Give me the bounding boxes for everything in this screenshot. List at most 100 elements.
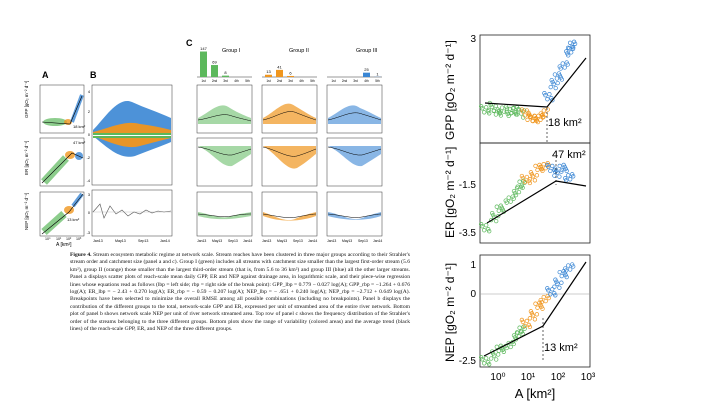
point-gpp-s1-2-3 bbox=[528, 114, 534, 120]
hist-bar-g2-0 bbox=[265, 74, 272, 77]
c1-time-tick-0: Jan13 bbox=[197, 239, 206, 243]
point-nep-s0-0-2 bbox=[484, 356, 489, 361]
big-nep-ytick-0: 1 bbox=[470, 260, 476, 271]
c1-time-tick-2: Sep13 bbox=[228, 239, 238, 243]
point-nep-s1-1-4 bbox=[530, 313, 536, 318]
point-er-s0-3-5 bbox=[511, 196, 516, 201]
point-gpp-s2-0-3 bbox=[545, 97, 550, 102]
point-er-s2-1-1 bbox=[552, 173, 557, 178]
point-nep-s1-0-1 bbox=[526, 322, 532, 328]
point-er-s2-1-2 bbox=[559, 169, 564, 174]
point-er-s0-2-3 bbox=[494, 204, 499, 209]
point-er-s2-2-1 bbox=[561, 162, 566, 168]
point-er-s0-3-2 bbox=[508, 199, 513, 204]
hist-bar-g3-3 bbox=[363, 72, 370, 77]
c-group-title-3: Group III bbox=[356, 48, 378, 54]
hist-cat-g3-4: 5th bbox=[375, 79, 380, 83]
point-nep-s0-2-0 bbox=[500, 347, 505, 352]
point-nep-s0-0-4 bbox=[480, 357, 485, 362]
big-nep-ylabel: NEP [gO₂ m⁻² d⁻¹] bbox=[443, 263, 457, 362]
point-nep-s1-3-2 bbox=[543, 298, 548, 304]
hist-count-g3-3: 25 bbox=[364, 67, 369, 72]
point-er-s2-1-3 bbox=[557, 174, 562, 179]
hist-cat-g1-1: 2nd bbox=[212, 79, 218, 83]
point-er-s0-5-0 bbox=[521, 178, 526, 183]
panel-a-label: A bbox=[42, 70, 49, 80]
point-nep-s2-0-3 bbox=[548, 292, 553, 297]
b-ytick2-1: 0 bbox=[88, 211, 90, 215]
b-ytick-3: -2 bbox=[87, 156, 90, 160]
big-xtick-0: 10⁰ bbox=[490, 372, 505, 383]
point-nep-s0-3-2 bbox=[508, 344, 513, 350]
point-nep-s0-2-3 bbox=[494, 344, 499, 349]
figure-caption: Figure 4. Stream ecosystem metabolic reg… bbox=[70, 252, 410, 333]
point-gpp-s0-3-0 bbox=[496, 108, 502, 113]
point-gpp-s2-2-4 bbox=[559, 77, 565, 82]
point-nep-s0-3-5 bbox=[511, 341, 516, 347]
point-gpp-s2-3-0 bbox=[557, 64, 562, 69]
point-gpp-s2-0-4 bbox=[543, 93, 548, 98]
point-er-s1-0-0 bbox=[519, 173, 525, 179]
point-er-s1-3-3 bbox=[541, 162, 546, 167]
point-er-s0-2-1 bbox=[498, 203, 503, 208]
point-nep-s2-0-5 bbox=[553, 293, 558, 298]
hist-cat-g3-1: 2nd bbox=[342, 79, 348, 83]
c3-time-tick-0: Jan13 bbox=[327, 239, 336, 243]
point-nep-s2-2-4 bbox=[564, 274, 569, 280]
c3-time-tick-3: Jan14 bbox=[373, 239, 382, 243]
point-nep-s2-3-4 bbox=[564, 268, 569, 273]
point-er-s2-0-4 bbox=[546, 164, 551, 170]
point-er-s0-5-3 bbox=[515, 184, 520, 189]
hist-count-g2-0: 13 bbox=[266, 69, 271, 74]
a-gpp-label: GPP [gO₂ m⁻² d⁻¹] bbox=[24, 81, 29, 118]
point-gpp-s0-5-3 bbox=[508, 111, 514, 116]
point-gpp-s1-4-5 bbox=[539, 113, 544, 118]
point-er-s1-2-3 bbox=[533, 163, 538, 169]
big-anno-er: 47 km² bbox=[552, 149, 586, 161]
point-er-s0-3-0 bbox=[503, 198, 508, 203]
big-xtick-2: 10² bbox=[551, 372, 566, 383]
point-er-s0-3-3 bbox=[506, 195, 511, 200]
point-nep-s0-2-4 bbox=[501, 349, 506, 354]
point-nep-s2-0-4 bbox=[546, 288, 551, 293]
point-nep-s2-3-5 bbox=[571, 264, 576, 269]
b-time-tick-0: Jan13 bbox=[93, 239, 103, 243]
point-er-s0-4-0 bbox=[513, 192, 519, 198]
point-gpp-s2-1-2 bbox=[555, 80, 560, 86]
big-xtick-1: 10¹ bbox=[521, 372, 536, 383]
point-gpp-s2-2-3 bbox=[552, 72, 558, 77]
point-gpp-s2-1-0 bbox=[550, 79, 555, 85]
point-er-s0-1-3 bbox=[494, 218, 499, 224]
b-ytick-2: 0 bbox=[88, 133, 90, 137]
hist-count-g2-1: 41 bbox=[277, 64, 282, 69]
b-ytick2-0: 3 bbox=[88, 193, 90, 197]
b-time-tick-3: Jan14 bbox=[160, 239, 170, 243]
point-er-s2-2-4 bbox=[564, 168, 569, 174]
point-er-s0-1-5 bbox=[490, 210, 495, 216]
point-gpp-s0-3-2 bbox=[501, 109, 507, 114]
point-er-s0-1-1 bbox=[489, 217, 494, 223]
point-gpp-s1-4-3 bbox=[543, 112, 548, 117]
point-nep-s2-0-0 bbox=[545, 286, 550, 291]
point-gpp-s2-4-3 bbox=[569, 50, 574, 55]
point-nep-s0-0-0 bbox=[479, 355, 484, 360]
point-nep-s1-0-5 bbox=[527, 324, 533, 330]
point-er-s0-2-2 bbox=[496, 208, 501, 213]
er-regression-line bbox=[486, 180, 587, 224]
panel-c-label: C bbox=[186, 38, 193, 48]
c2-time-tick-0: Jan13 bbox=[262, 239, 271, 243]
point-gpp-s2-2-0 bbox=[558, 75, 564, 80]
point-gpp-s1-3-2 bbox=[538, 117, 543, 122]
point-nep-s1-2-2 bbox=[535, 305, 540, 310]
point-er-s2-3-1 bbox=[570, 172, 575, 177]
big-gpp-ylabel: GPP [gO₂ m⁻² d⁻¹] bbox=[443, 40, 457, 140]
point-gpp-s2-3-2 bbox=[562, 65, 567, 70]
point-er-s1-1-2 bbox=[534, 173, 540, 178]
point-gpp-s0-3-4 bbox=[497, 110, 503, 115]
a-er-frame bbox=[39, 137, 85, 187]
b-stacked-area bbox=[92, 100, 172, 219]
point-gpp-s1-4-2 bbox=[545, 107, 550, 112]
point-nep-s1-1-0 bbox=[529, 311, 535, 316]
point-er-s2-0-3 bbox=[548, 168, 553, 174]
point-gpp-s0-2-1 bbox=[495, 107, 501, 112]
